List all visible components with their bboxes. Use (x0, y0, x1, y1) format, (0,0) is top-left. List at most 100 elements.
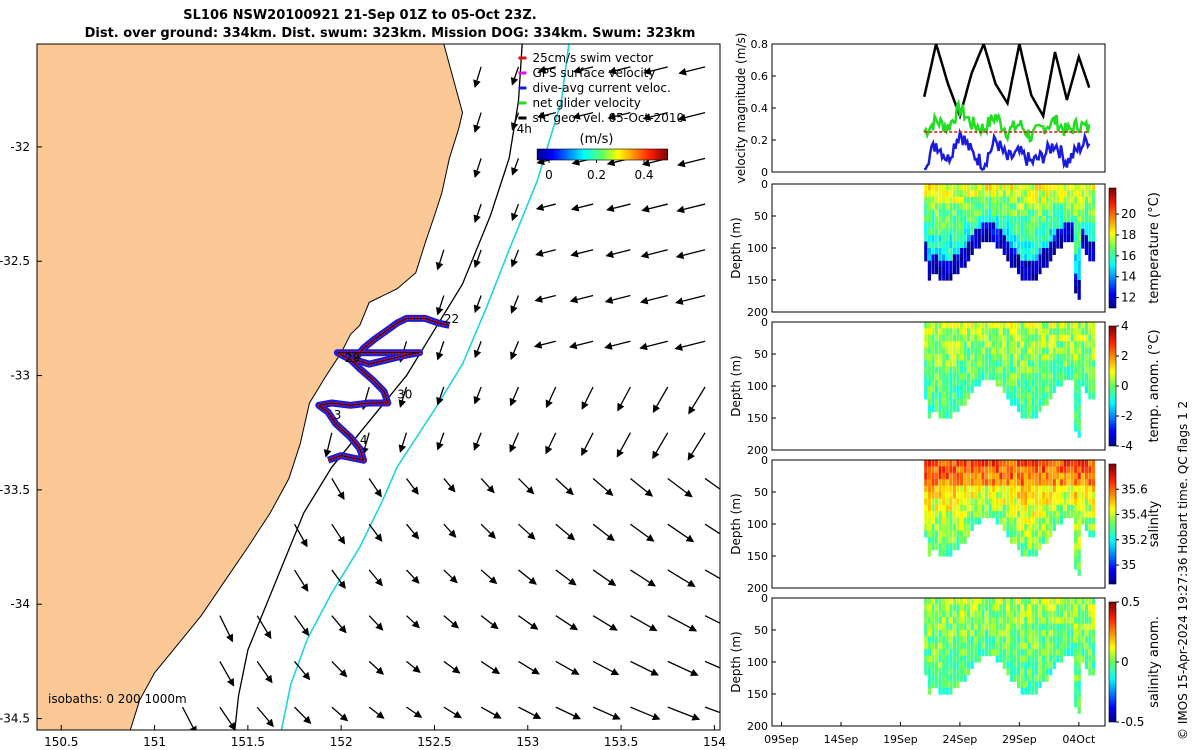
heatmap-cell (1038, 610, 1042, 618)
heatmap-cell (942, 655, 946, 663)
heatmap-cell (934, 228, 939, 236)
current-arrow (572, 66, 594, 74)
heatmap-cell (1077, 504, 1081, 512)
heatmap-cell (1081, 222, 1085, 230)
heatmap-cell (949, 235, 953, 243)
heatmap-cell (1017, 623, 1021, 631)
heatmap-cell (999, 642, 1003, 650)
heatmap-cell (995, 466, 999, 474)
heatmap-cell (938, 347, 942, 355)
current-arrow (331, 523, 346, 545)
heatmap-cell (988, 492, 992, 499)
heatmap-cell (1031, 504, 1035, 512)
heatmap-cell (924, 241, 928, 249)
heatmap-cell (945, 636, 949, 644)
heatmap-cell (1042, 598, 1046, 605)
heatmap-cell (1049, 598, 1053, 605)
heatmap-cell (931, 334, 935, 342)
heatmap-cell (1024, 190, 1028, 198)
colorbar-tick-label: 16 (1121, 249, 1136, 263)
heatmap-cell (1031, 636, 1035, 644)
heatmap-cell (988, 203, 992, 211)
heatmap-cell (1084, 241, 1088, 249)
heatmap-cell (956, 328, 960, 336)
heatmap-cell (974, 498, 978, 506)
heatmap-cell (995, 472, 999, 480)
heatmap-cell (927, 530, 931, 538)
heatmap-cell (1042, 190, 1046, 198)
colorbar-label: temperature (°C) (1147, 192, 1162, 304)
heatmap-cell (1031, 248, 1035, 255)
heatmap-cell (924, 322, 928, 329)
heatmap-cell (945, 662, 949, 669)
heatmap-cell (934, 485, 939, 493)
heatmap-cell (949, 360, 953, 368)
heatmap-cell (1027, 504, 1031, 512)
heatmap-cell (1059, 479, 1063, 487)
heatmap-cell (1081, 379, 1085, 387)
heatmap-cell (981, 466, 985, 474)
heatmap-cell (984, 649, 989, 657)
heatmap-cell (1006, 630, 1010, 637)
heatmap-cell (1031, 241, 1035, 249)
heatmap-cell (927, 492, 931, 499)
heatmap-cell (1052, 322, 1056, 329)
heatmap-cell (1070, 623, 1074, 631)
heatmap-cell (927, 222, 931, 230)
heatmap-cell (1038, 511, 1042, 519)
heatmap-cell (1070, 373, 1074, 381)
heatmap-cell (999, 222, 1003, 230)
heatmap-cell (938, 322, 942, 329)
heatmap-cell (945, 485, 949, 493)
heatmap-cell (1013, 598, 1017, 605)
heatmap-cell (938, 687, 942, 695)
heatmap-cell (999, 630, 1003, 637)
heatmap-cell (1084, 222, 1088, 230)
heatmap-cell (1052, 636, 1056, 644)
heatmap-cell (1074, 273, 1078, 281)
heatmap-cell (934, 636, 939, 644)
heatmap-cell (952, 466, 956, 474)
heatmap-cell (1052, 655, 1056, 663)
heatmap-cell (974, 617, 978, 625)
heatmap-cell (938, 360, 942, 368)
heatmap-cell (1088, 662, 1092, 669)
heatmap-cell (934, 328, 939, 336)
heatmap-cell (1088, 466, 1092, 474)
depth-tick-label: 150 (747, 688, 768, 701)
heatmap-cell (967, 254, 971, 262)
heatmap-cell (967, 373, 971, 381)
heatmap-cell (1031, 655, 1035, 663)
heatmap-cell (1066, 598, 1071, 605)
heatmap-cell (938, 328, 942, 336)
heatmap-cell (1020, 530, 1024, 538)
heatmap-cell (952, 485, 956, 493)
heatmap-cell (1027, 649, 1031, 657)
heatmap-cell (938, 341, 942, 349)
heatmap-cell (1042, 674, 1046, 682)
heatmap-cell (1038, 216, 1042, 223)
heatmap-cell (1017, 248, 1021, 255)
heatmap-cell (942, 248, 946, 255)
heatmap-cell (1077, 517, 1081, 525)
heatmap-cell (927, 649, 931, 657)
heatmap-cell (1059, 328, 1063, 336)
heatmap-cell (981, 209, 985, 217)
heatmap-cell (1002, 347, 1006, 355)
heatmap-cell (949, 460, 953, 467)
heatmap-cell (927, 228, 931, 236)
heatmap-cell (1074, 479, 1078, 487)
heatmap-cell (1077, 668, 1081, 676)
current-arrow (510, 112, 520, 131)
heatmap-cell (1013, 254, 1017, 262)
heatmap-cell (1052, 479, 1056, 487)
x-tick-label: 151 (143, 735, 166, 749)
heatmap-cell (1088, 341, 1092, 349)
heatmap-cell (963, 248, 967, 255)
heatmap-cell (938, 273, 942, 281)
heatmap-cell (952, 511, 956, 519)
heatmap-cell (949, 273, 953, 281)
heatmap-cell (924, 228, 928, 236)
heatmap-cell (1017, 636, 1021, 644)
heatmap-cell (1038, 472, 1042, 480)
